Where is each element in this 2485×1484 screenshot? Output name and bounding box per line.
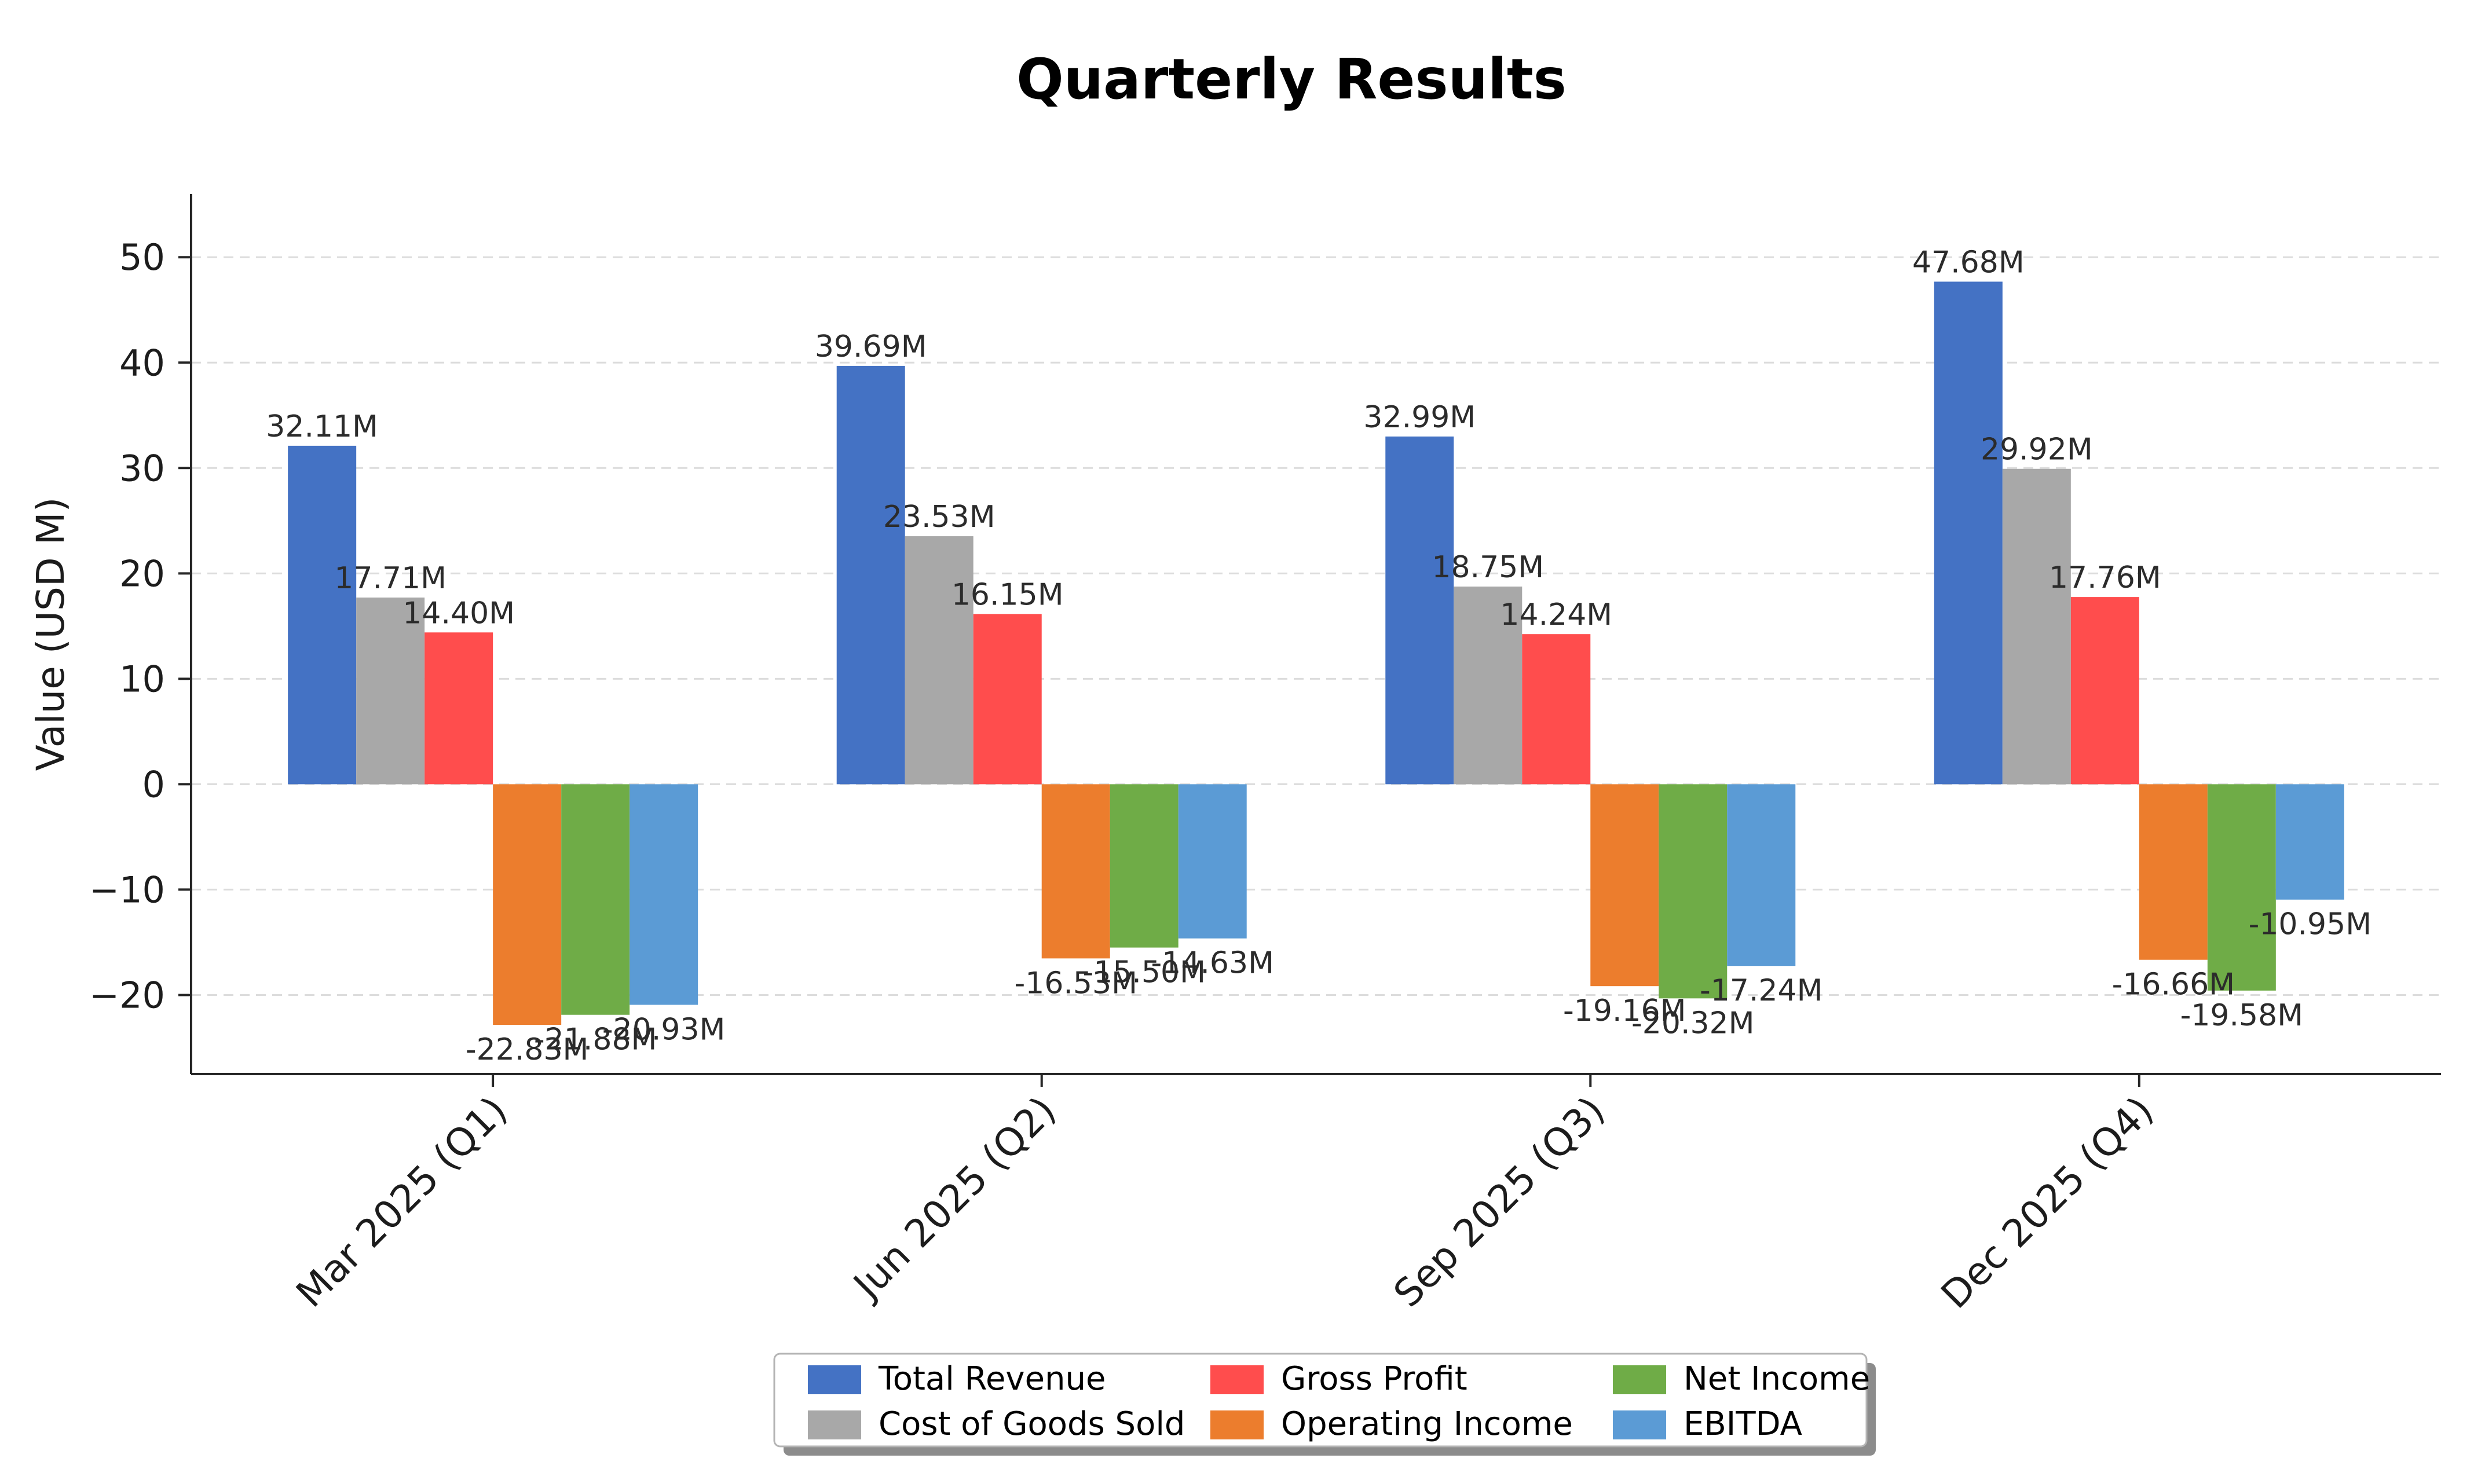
y-tick-label: 0 [142, 763, 165, 805]
y-tick-label: 50 [119, 236, 165, 279]
y-tick-label: 30 [119, 447, 165, 489]
bar-value-label: 32.11M [266, 409, 378, 444]
bar-value-label: -17.24M [1700, 973, 1823, 1008]
bar-value-label: 23.53M [883, 500, 996, 534]
bar [1934, 281, 2003, 785]
bar-value-label: -19.16M [1563, 994, 1686, 1028]
bar-value-label: -15.50M [1082, 955, 1206, 990]
chart-title: Quarterly Results [1016, 47, 1567, 112]
bar [1522, 634, 1591, 785]
y-tick-label: 10 [119, 658, 165, 700]
legend-swatch [1210, 1410, 1264, 1439]
bar [2207, 784, 2276, 991]
bar [424, 632, 493, 785]
bar [561, 784, 630, 1015]
legend-label: Gross Profit [1281, 1360, 1467, 1398]
bar [2002, 468, 2071, 785]
bar [2139, 784, 2208, 960]
bar [493, 784, 562, 1025]
bar [905, 536, 973, 785]
legend-label: Net Income [1683, 1360, 1870, 1398]
bar-value-label: 16.15M [951, 577, 1064, 612]
legend-swatch [1613, 1410, 1666, 1439]
bar [1590, 784, 1659, 987]
bar [1659, 784, 1728, 999]
bar-value-label: 32.99M [1363, 400, 1476, 435]
bar-value-label: -20.32M [1631, 1006, 1755, 1040]
legend-swatch [808, 1410, 861, 1439]
bar-value-label: 14.24M [1500, 598, 1612, 632]
y-tick-label: 40 [119, 342, 165, 384]
bar [288, 445, 357, 785]
bar [1385, 436, 1454, 785]
bar-value-label: -10.95M [2249, 907, 2372, 942]
bar [1110, 784, 1179, 948]
legend-swatch [808, 1365, 861, 1394]
bar-value-label: -16.66M [2112, 968, 2235, 1002]
legend-swatch [1210, 1365, 1264, 1394]
bar-value-label: -14.63M [1151, 946, 1274, 981]
bar [1041, 784, 1110, 959]
bar [1727, 784, 1796, 966]
bar-value-label: -20.93M [602, 1012, 726, 1047]
bar-value-label: 14.40M [402, 596, 515, 631]
y-axis-title: Value (USD M) [28, 497, 73, 771]
bar [630, 784, 698, 1005]
y-tick-label: −10 [89, 869, 165, 911]
bar [356, 598, 425, 785]
legend-box [773, 1353, 1868, 1448]
bar-value-label: -22.83M [466, 1032, 589, 1067]
legend-swatch [1613, 1365, 1666, 1394]
bar-value-label: 18.75M [1432, 550, 1544, 585]
bar [1178, 784, 1247, 939]
bar [836, 365, 905, 785]
bar-value-label: 17.71M [334, 561, 447, 596]
bar-value-label: 39.69M [815, 329, 927, 364]
bar-value-label: -16.53M [1014, 966, 1137, 1001]
bar-value-label: 29.92M [1981, 433, 2093, 467]
bar-value-label: -21.88M [534, 1023, 657, 1057]
legend-label: Cost of Goods Sold [879, 1405, 1185, 1443]
legend-label: EBITDA [1683, 1405, 1802, 1443]
bar [1454, 587, 1523, 785]
legend-label: Total Revenue [878, 1360, 1106, 1398]
bar-value-label: 47.68M [1912, 245, 2025, 280]
y-tick-label: −20 [89, 974, 165, 1016]
bar [2275, 784, 2344, 900]
legend-label: Operating Income [1281, 1405, 1573, 1443]
bar [2070, 597, 2139, 785]
bar-value-label: 17.76M [2049, 560, 2161, 595]
bar [973, 614, 1042, 785]
y-tick-label: 20 [119, 552, 165, 595]
bar-value-label: -19.58M [2180, 998, 2304, 1033]
